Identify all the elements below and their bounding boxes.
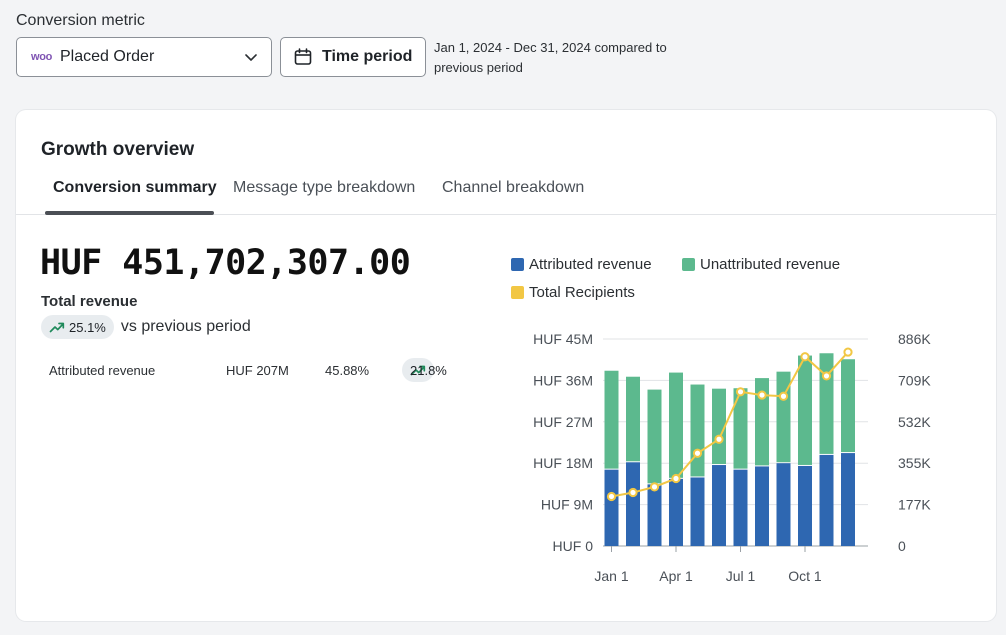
trending-up-icon [410, 365, 426, 376]
recipients-point [843, 347, 853, 357]
unattributed-bar [841, 359, 855, 453]
legend-attributed[interactable]: Attributed revenue [511, 256, 652, 273]
y-right-tick-label: 886K [898, 331, 931, 347]
card-title: Growth overview [41, 139, 195, 160]
unattributed-bar [798, 355, 812, 465]
attributed-bar [690, 477, 705, 546]
attributed-growth-badge: 21.8% [402, 358, 447, 382]
attributed-bar [841, 453, 855, 546]
recipients-point [778, 391, 789, 401]
woocommerce-icon: woo [31, 51, 53, 63]
y-left-tick-label: HUF 27M [533, 414, 593, 430]
y-left-tick-label: HUF 0 [553, 538, 594, 554]
attributed-label: Attributed revenue [49, 363, 156, 378]
growth-chart: HUF 0 0 HUF 9M 177K HUF 18M 355K HUF 27M 532K HU… [533, 331, 931, 584]
x-tick-label: Jan 1 [594, 568, 628, 584]
time-period-button[interactable]: Time period [280, 37, 426, 77]
y-left-tick-label: HUF 9M [541, 497, 593, 513]
conversion-metric-label: Conversion metric [16, 12, 145, 29]
attributed-share: 45.88% [325, 363, 370, 378]
tab-conversion-summary[interactable]: Conversion summary [53, 179, 217, 196]
attributed-bar [755, 466, 769, 546]
time-period-label: Time period [322, 48, 413, 65]
growth-value: 25.1% [69, 319, 106, 335]
x-tick-label: Oct 1 [788, 568, 822, 584]
conversion-metric-select[interactable]: woo Placed Order [16, 37, 272, 77]
period-description: Jan 1, 2024 - Dec 31, 2024 compared to p… [434, 40, 667, 75]
unattributed-bar [647, 389, 662, 484]
active-tab-indicator [45, 211, 214, 215]
legend-unattributed[interactable]: Unattributed revenue [682, 256, 840, 273]
total-growth-row: 25.1% vs previous period [41, 315, 251, 339]
unattributed-bar [733, 388, 748, 469]
growth-overview-card: Growth overview Conversion summary Messa… [16, 110, 996, 621]
attributed-bar [798, 465, 812, 546]
tab-message-type-breakdown[interactable]: Message type breakdown [233, 179, 416, 196]
y-left-tick-label: HUF 18M [533, 455, 593, 471]
y-right-tick-label: 709K [898, 372, 931, 388]
attributed-bar [733, 469, 748, 546]
recipients-point [757, 390, 767, 400]
tab-bar: Conversion summary Message type breakdow… [16, 172, 996, 215]
legend-recipients[interactable]: Total Recipients [511, 284, 635, 301]
recipients-point [821, 371, 832, 381]
unattributed-bar [712, 388, 726, 465]
recipients-point [606, 491, 617, 502]
recipients-point [735, 387, 746, 397]
legend-swatch [682, 258, 695, 271]
attributed-revenue-row: Attributed revenue HUF 207M 45.88% 21.8% [49, 358, 481, 384]
legend-label: Total Recipients [529, 284, 635, 301]
recipients-point [692, 448, 703, 458]
y-right-tick-label: 0 [898, 538, 906, 554]
legend-label: Unattributed revenue [700, 256, 841, 273]
total-revenue-label: Total revenue [41, 293, 138, 310]
attributed-bar [647, 484, 662, 546]
attributed-bar [626, 462, 640, 546]
attributed-bar [604, 469, 619, 546]
recipients-point [671, 473, 681, 484]
conversion-metric-value: Placed Order [60, 48, 155, 65]
attributed-growth-value: 21.8% [410, 363, 447, 378]
vs-previous-text: vs previous period [120, 318, 251, 335]
trending-up-icon [49, 322, 65, 333]
y-left-tick-label: HUF 45M [533, 331, 593, 347]
recipients-point [714, 434, 724, 444]
unattributed-bar [819, 353, 834, 454]
legend-label: Attributed revenue [529, 256, 652, 273]
x-tick-label: Apr 1 [659, 568, 693, 584]
y-right-tick-label: 355K [898, 455, 931, 471]
tab-channel-breakdown[interactable]: Channel breakdown [442, 179, 585, 196]
recipients-point [800, 352, 810, 362]
unattributed-bar [626, 376, 640, 462]
legend-swatch [511, 286, 524, 299]
unattributed-bar [604, 370, 619, 469]
unattributed-bar [755, 378, 769, 466]
y-right-tick-label: 177K [898, 497, 931, 513]
y-right-tick-label: 532K [898, 414, 931, 430]
attributed-value: HUF 207M [226, 363, 289, 378]
y-left-tick-label: HUF 36M [533, 372, 593, 388]
unattributed-bar [669, 372, 683, 478]
attributed-bar [819, 454, 834, 546]
recipients-line [611, 351, 849, 498]
x-tick-label: Jul 1 [726, 568, 756, 584]
attributed-bar [669, 478, 683, 546]
recipients-point [628, 487, 638, 498]
attributed-bar [776, 463, 791, 546]
calendar-icon [294, 48, 312, 65]
attributed-bar [712, 465, 726, 546]
chevron-down-icon [245, 54, 257, 61]
legend-swatch [511, 258, 524, 271]
recipients-point [649, 482, 660, 492]
unattributed-bar [690, 384, 705, 477]
total-revenue-value: HUF 451,702,307.00 [40, 243, 411, 283]
growth-badge: 25.1% [41, 315, 114, 339]
